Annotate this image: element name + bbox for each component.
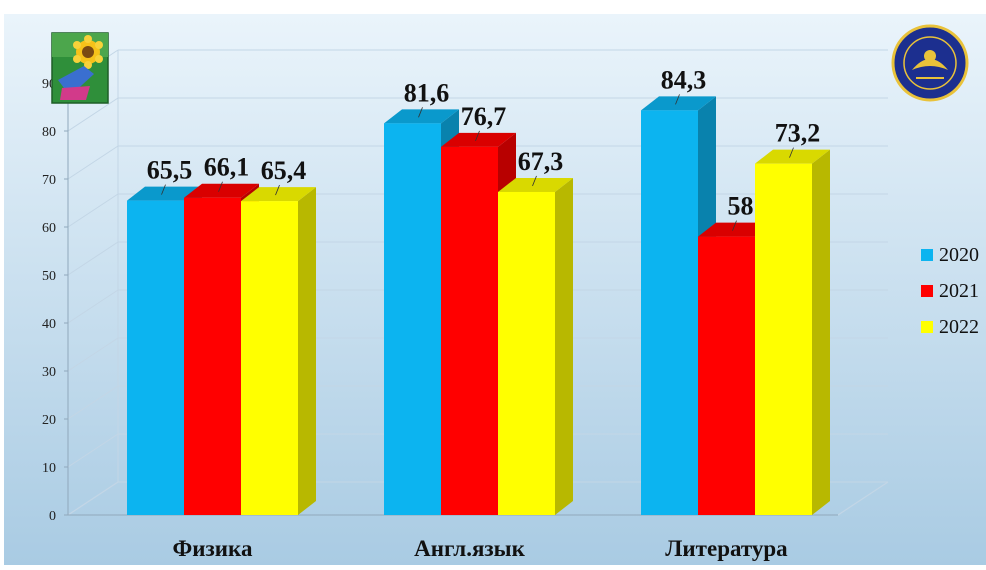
bar-top (241, 187, 316, 202)
bar-side (555, 177, 573, 515)
bar-top (755, 149, 830, 164)
data-label: 58 (728, 192, 754, 221)
bar (127, 200, 184, 515)
y-tick-label: 40 (42, 317, 56, 332)
gridline-diagonal (67, 481, 119, 516)
bar (641, 110, 698, 516)
gridline-diagonal (67, 385, 119, 420)
data-label-leader (218, 181, 223, 192)
legend-label: 2022 (939, 316, 979, 338)
sunflower-coat-of-arms-icon (51, 32, 109, 104)
data-label-leader (475, 130, 480, 141)
legend-label: 2021 (939, 280, 979, 302)
data-label-leader (789, 147, 794, 158)
data-label-leader (675, 94, 680, 105)
blue-round-emblem-icon (891, 24, 969, 102)
legend-swatch (921, 285, 933, 297)
legend-label: 2020 (939, 244, 979, 266)
x-tick-label: Англ.язык (414, 536, 525, 561)
data-label: 84,3 (661, 65, 707, 94)
bar-top (498, 177, 573, 192)
bar (384, 123, 441, 515)
gridline-diagonal (67, 241, 119, 276)
y-tick-label: 50 (42, 269, 56, 284)
bar-top (441, 132, 516, 147)
bar (755, 163, 812, 515)
gridline-diagonal (67, 193, 119, 228)
bar-top (641, 96, 716, 111)
data-label: 65,5 (147, 156, 193, 185)
bar-side (812, 149, 830, 515)
data-label: 73,2 (775, 119, 821, 148)
bars (127, 96, 830, 516)
bar (698, 236, 755, 515)
data-label: 66,1 (204, 153, 250, 182)
bar-top (184, 183, 259, 198)
gridline-diagonal (67, 145, 119, 180)
x-tick-label: Физика (173, 536, 253, 561)
y-tick-label: 30 (42, 365, 56, 380)
bar (241, 201, 298, 515)
y-tick-label: 20 (42, 413, 56, 428)
data-label: 65,4 (261, 156, 307, 185)
gridline-diagonal (67, 433, 119, 468)
y-tick-label: 0 (49, 509, 56, 524)
bar (441, 146, 498, 515)
bar (498, 191, 555, 515)
floor-right-edge (837, 481, 889, 516)
legend-swatch (921, 321, 933, 333)
gridline-diagonal (67, 97, 119, 132)
legend: 2020 2021 2022 (921, 244, 979, 338)
bar-side (298, 187, 316, 515)
y-tick-label: 70 (42, 173, 56, 188)
y-tick-label: 80 (42, 125, 56, 140)
x-tick-label: Литература (665, 536, 788, 561)
gridline-diagonal (67, 337, 119, 372)
data-label: 81,6 (404, 78, 450, 107)
data-label-leader (161, 184, 166, 195)
data-labels: 65,5 66,1 65,4 81,6 76,7 67,3 84,3 58 73,2 (147, 65, 821, 231)
data-label: 67,3 (518, 147, 564, 176)
data-label: 76,7 (461, 102, 507, 131)
y-tick-label: 10 (42, 461, 56, 476)
gridline-diagonal (67, 289, 119, 324)
bar-top (127, 186, 202, 201)
data-label-leader (418, 107, 423, 118)
bar-top (384, 109, 459, 124)
legend-swatch (921, 249, 933, 261)
data-label-leader (732, 220, 737, 231)
bar-top (698, 222, 773, 237)
data-label-leader (532, 175, 537, 187)
data-label-leader (275, 184, 280, 196)
bar (184, 197, 241, 515)
y-tick-label: 60 (42, 221, 56, 236)
